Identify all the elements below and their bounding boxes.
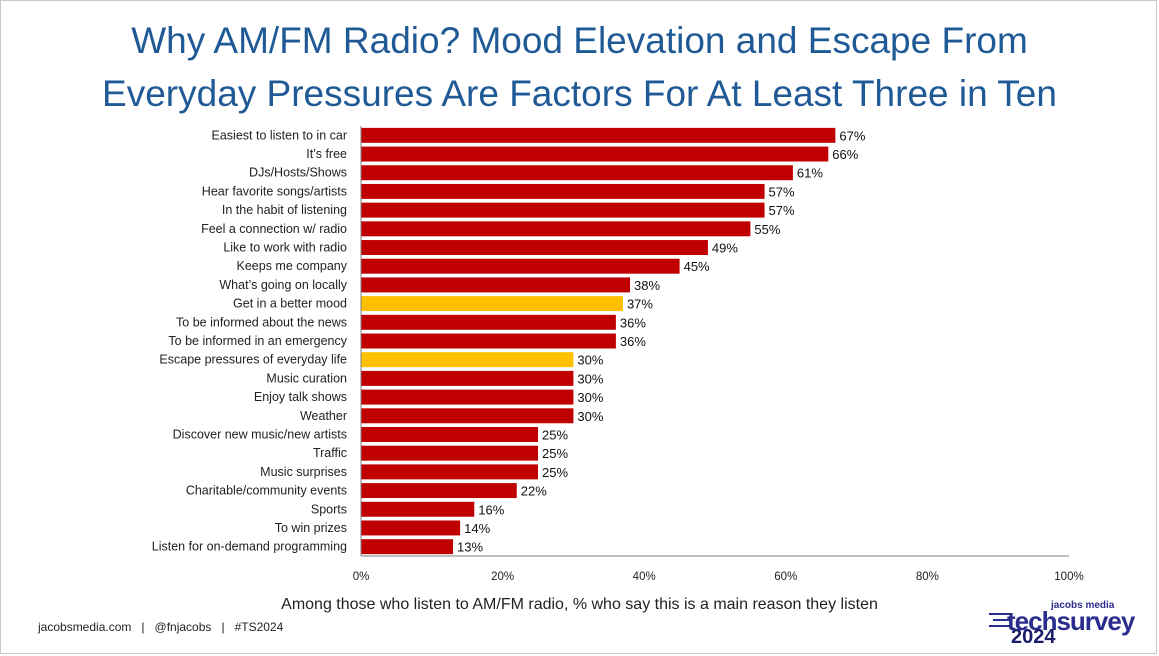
category-label: To be informed in an emergency xyxy=(168,334,347,348)
category-label: Music surprises xyxy=(260,465,347,479)
value-label: 67% xyxy=(839,128,865,143)
bar xyxy=(361,501,475,517)
category-label: Sports xyxy=(311,502,347,516)
category-label: Hear favorite songs/artists xyxy=(202,184,347,198)
value-label: 38% xyxy=(634,278,660,293)
footer-handle: @fnjacobs xyxy=(154,620,212,634)
category-label: Discover new music/new artists xyxy=(173,427,347,441)
techsurvey-logo: jacobs media techsurvey 2024 xyxy=(985,600,1145,650)
category-label: To be informed about the news xyxy=(176,315,347,329)
bar xyxy=(361,183,765,199)
bar xyxy=(361,352,574,368)
bar xyxy=(361,483,517,499)
bar-chart: Easiest to listen to in car It’s free DJs/… xyxy=(152,126,1084,583)
bar xyxy=(361,370,574,386)
category-label: It’s free xyxy=(306,147,347,161)
bar xyxy=(361,408,574,424)
category-labels: Easiest to listen to in car It’s free DJs/… xyxy=(152,128,348,553)
value-label: 30% xyxy=(577,353,603,368)
chart-title: Why AM/FM Radio? Mood Elevation and Esca… xyxy=(0,14,1159,120)
footer-site: jacobsmedia.com xyxy=(38,620,132,634)
category-label: Get in a better mood xyxy=(233,297,347,311)
bar xyxy=(361,165,793,181)
bar xyxy=(361,520,461,536)
category-label: Charitable/community events xyxy=(186,484,347,498)
logo-small-text: jacobs media xyxy=(1051,600,1115,611)
value-label: 30% xyxy=(577,409,603,424)
x-tick-label: 100% xyxy=(1054,571,1083,583)
category-label: Music curation xyxy=(266,371,347,385)
value-label: 14% xyxy=(464,521,490,536)
bars-group xyxy=(361,127,836,555)
footer-separator-2: | xyxy=(221,620,225,634)
x-axis-label: Among those who listen to AM/FM radio, %… xyxy=(281,596,878,613)
bar xyxy=(361,464,538,480)
category-label: Feel a connection w/ radio xyxy=(201,222,347,236)
bar xyxy=(361,202,765,218)
category-label: Keeps me company xyxy=(237,259,348,273)
category-label: DJs/Hosts/Shows xyxy=(249,166,347,180)
x-tick-label: 60% xyxy=(774,571,797,583)
bar xyxy=(361,146,829,162)
value-label: 55% xyxy=(754,222,780,237)
value-label: 25% xyxy=(542,446,568,461)
category-label: Easiest to listen to in car xyxy=(212,128,347,142)
bar xyxy=(361,258,680,274)
category-label: Traffic xyxy=(313,446,347,460)
category-label: To win prizes xyxy=(275,521,347,535)
footer: jacobsmedia.com | @fnjacobs | #TS2024 xyxy=(38,620,283,634)
value-label: 16% xyxy=(478,502,504,517)
bar xyxy=(361,221,751,237)
category-label: What’s going on locally xyxy=(219,278,347,292)
value-label: 25% xyxy=(542,465,568,480)
value-label: 49% xyxy=(712,241,738,256)
value-label: 30% xyxy=(577,390,603,405)
bar xyxy=(361,296,623,312)
x-tick-label: 20% xyxy=(491,571,514,583)
x-tick-labels: 0% 20% 40% 60% 80% 100% xyxy=(353,571,1084,583)
bar xyxy=(361,314,616,330)
x-tick-label: 80% xyxy=(916,571,939,583)
bar xyxy=(361,539,454,555)
category-label: Listen for on-demand programming xyxy=(152,540,347,554)
value-label: 22% xyxy=(521,484,547,499)
bar xyxy=(361,277,631,293)
title-line-2: Everyday Pressures Are Factors For At Le… xyxy=(102,73,1057,114)
value-label: 25% xyxy=(542,427,568,442)
x-tick-label: 40% xyxy=(633,571,656,583)
footer-hashtag: #TS2024 xyxy=(234,620,284,634)
value-label: 66% xyxy=(832,147,858,162)
category-label: Like to work with radio xyxy=(223,241,347,255)
footer-separator-1: | xyxy=(141,620,145,634)
value-labels: 67%66%61%57%57%55%49%45%38%37%36%36%30%3… xyxy=(457,128,866,554)
logo-speed-lines-icon xyxy=(989,613,1011,627)
logo-year-text: 2024 xyxy=(1011,626,1056,648)
bar xyxy=(361,389,574,405)
bar xyxy=(361,240,708,255)
category-label: Weather xyxy=(300,409,347,423)
value-label: 30% xyxy=(577,371,603,386)
category-label: Escape pressures of everyday life xyxy=(159,353,347,367)
bar xyxy=(361,127,836,143)
value-label: 37% xyxy=(627,297,653,312)
bar xyxy=(361,445,538,461)
value-label: 36% xyxy=(620,315,646,330)
value-label: 45% xyxy=(684,259,710,274)
bar xyxy=(361,427,538,442)
bar xyxy=(361,333,616,349)
title-line-1: Why AM/FM Radio? Mood Elevation and Esca… xyxy=(131,20,1028,61)
x-tick-label: 0% xyxy=(353,571,370,583)
category-label: Enjoy talk shows xyxy=(254,390,347,404)
value-label: 13% xyxy=(457,540,483,555)
value-label: 61% xyxy=(797,166,823,181)
category-label: In the habit of listening xyxy=(222,203,347,217)
value-label: 57% xyxy=(769,203,795,218)
logo-main-text: techsurvey xyxy=(1007,606,1135,636)
value-label: 36% xyxy=(620,334,646,349)
value-label: 57% xyxy=(769,184,795,199)
